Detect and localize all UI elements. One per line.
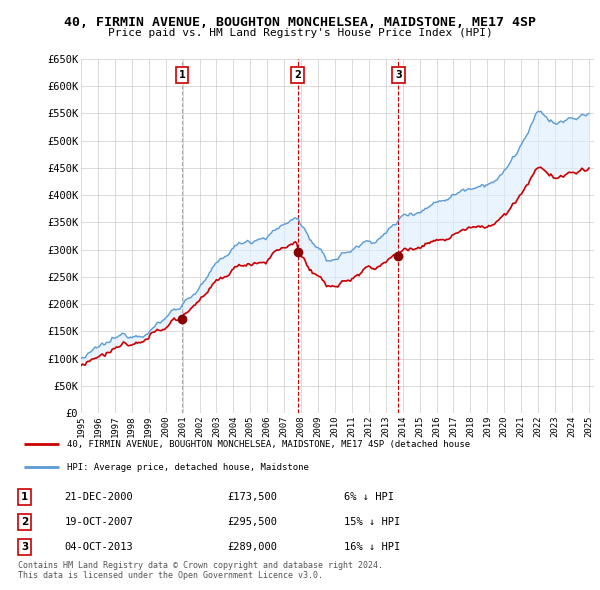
Text: 19-OCT-2007: 19-OCT-2007 (64, 517, 133, 527)
Text: 1: 1 (21, 492, 28, 502)
Text: 2: 2 (21, 517, 28, 527)
Text: 40, FIRMIN AVENUE, BOUGHTON MONCHELSEA, MAIDSTONE, ME17 4SP (detached house: 40, FIRMIN AVENUE, BOUGHTON MONCHELSEA, … (67, 440, 470, 449)
Text: 6% ↓ HPI: 6% ↓ HPI (344, 492, 394, 502)
Text: 2: 2 (294, 70, 301, 80)
Text: 1: 1 (179, 70, 185, 80)
Text: 21-DEC-2000: 21-DEC-2000 (64, 492, 133, 502)
Text: £173,500: £173,500 (227, 492, 277, 502)
Text: 15% ↓ HPI: 15% ↓ HPI (344, 517, 400, 527)
Text: Contains HM Land Registry data © Crown copyright and database right 2024.
This d: Contains HM Land Registry data © Crown c… (18, 560, 383, 580)
Text: 3: 3 (21, 542, 28, 552)
Text: HPI: Average price, detached house, Maidstone: HPI: Average price, detached house, Maid… (67, 463, 309, 472)
Text: £295,500: £295,500 (227, 517, 277, 527)
Text: 16% ↓ HPI: 16% ↓ HPI (344, 542, 400, 552)
Text: 3: 3 (395, 70, 402, 80)
Text: £289,000: £289,000 (227, 542, 277, 552)
Text: Price paid vs. HM Land Registry's House Price Index (HPI): Price paid vs. HM Land Registry's House … (107, 28, 493, 38)
Text: 40, FIRMIN AVENUE, BOUGHTON MONCHELSEA, MAIDSTONE, ME17 4SP: 40, FIRMIN AVENUE, BOUGHTON MONCHELSEA, … (64, 16, 536, 29)
Text: 04-OCT-2013: 04-OCT-2013 (64, 542, 133, 552)
